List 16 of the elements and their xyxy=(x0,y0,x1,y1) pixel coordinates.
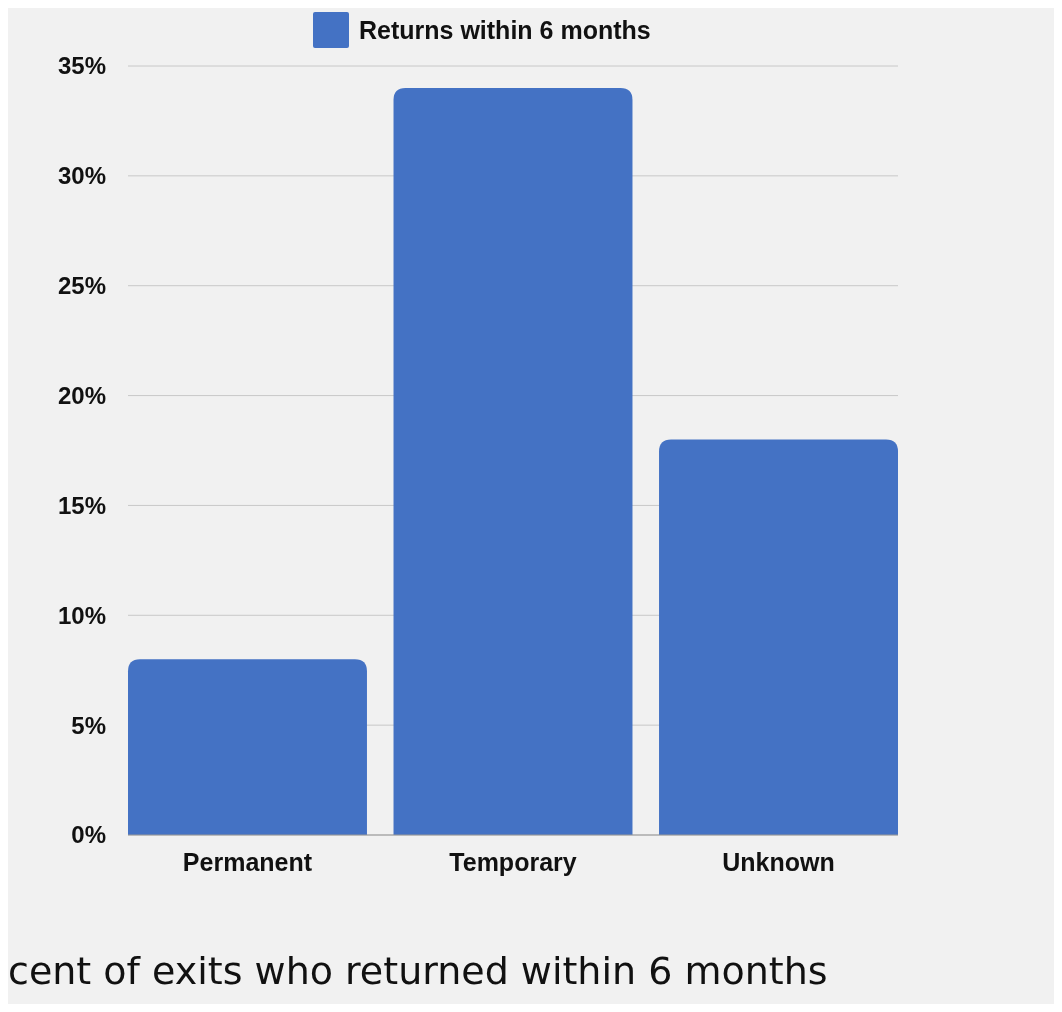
y-tick-label: 20% xyxy=(57,381,106,409)
x-tick-label: Unknown xyxy=(722,848,835,876)
bar xyxy=(128,659,367,835)
x-tick-label: Temporary xyxy=(449,848,577,876)
legend-label: Returns within 6 months xyxy=(359,15,651,44)
text: cent of exits who returned within 6 months xyxy=(8,949,828,993)
bar xyxy=(393,87,633,835)
y-tick-label: 15% xyxy=(57,491,106,519)
x-tick-label: Permanent xyxy=(182,848,313,876)
bar xyxy=(659,439,898,835)
y-tick-label: 5% xyxy=(71,711,106,739)
y-tick-label: 35% xyxy=(57,52,106,80)
y-tick-label: 0% xyxy=(71,821,106,849)
y-tick-label: 30% xyxy=(57,162,106,190)
y-tick-label: 10% xyxy=(57,601,106,629)
y-tick-label: 25% xyxy=(57,272,106,300)
